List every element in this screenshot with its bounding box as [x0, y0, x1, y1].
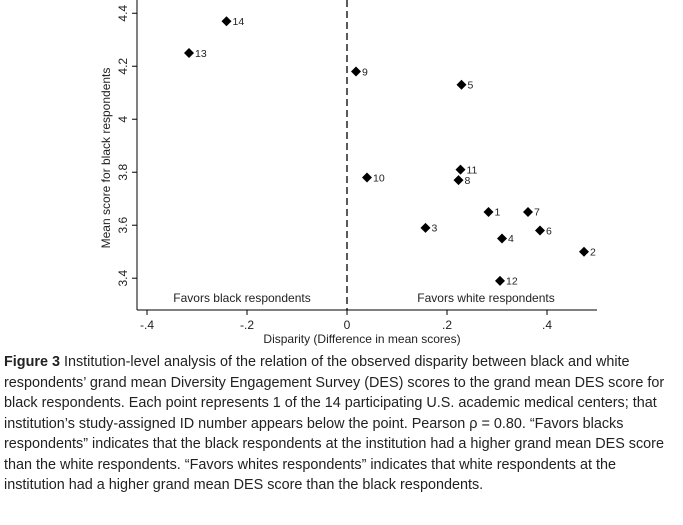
y-tick-label: 4.4 [116, 5, 130, 22]
point [523, 206, 533, 217]
point [362, 172, 372, 183]
x-tick-label: .2 [442, 318, 452, 332]
point-label: 9 [362, 66, 368, 78]
x-tick-label: -.2 [240, 318, 254, 332]
point-label: 11 [467, 164, 478, 176]
annotation: Favors black respondents [173, 291, 310, 305]
caption-label: Figure 3 [4, 354, 60, 370]
point [495, 275, 505, 286]
caption-text: Institution-level analysis of the relati… [4, 354, 665, 493]
point-label: 2 [590, 246, 596, 258]
point [453, 175, 464, 186]
point [483, 206, 494, 217]
point [579, 246, 589, 257]
x-tick-label: 0 [344, 318, 351, 332]
point [535, 225, 545, 236]
y-axis-label: Mean score for black respondents [99, 68, 113, 249]
point-label: 13 [195, 48, 207, 60]
x-axis-label: Disparity (Difference in mean scores) [263, 332, 460, 346]
point-label: 5 [468, 80, 474, 92]
y-tick-label: 4.2 [116, 58, 130, 75]
point-label: 4 [508, 233, 514, 245]
y-tick-label: 4 [116, 116, 130, 123]
point-label: 3 [432, 223, 438, 235]
point-label: 1 [495, 207, 501, 219]
point-label: 14 [233, 16, 245, 28]
y-tick-label: 3.6 [116, 217, 130, 234]
point [221, 16, 232, 27]
point [497, 233, 507, 244]
point [184, 47, 194, 58]
x-tick-label: .4 [542, 318, 552, 332]
point [351, 66, 361, 77]
point-label: 12 [506, 276, 518, 288]
point-label: 10 [373, 172, 385, 184]
point-label: 6 [546, 225, 552, 237]
x-tick-label: -.4 [140, 318, 154, 332]
point-label: 7 [534, 207, 540, 219]
caption: Figure 3 Institution-level analysis of t… [4, 352, 680, 496]
y-tick-label: 3.8 [116, 164, 130, 181]
annotation: Favors white respondents [417, 291, 554, 305]
point [455, 164, 466, 175]
point-label: 8 [465, 175, 471, 187]
point [456, 79, 467, 90]
point [420, 222, 431, 233]
chart: Mean score for black respondents Dispari… [99, 0, 597, 346]
y-tick-label: 3.4 [116, 270, 130, 287]
